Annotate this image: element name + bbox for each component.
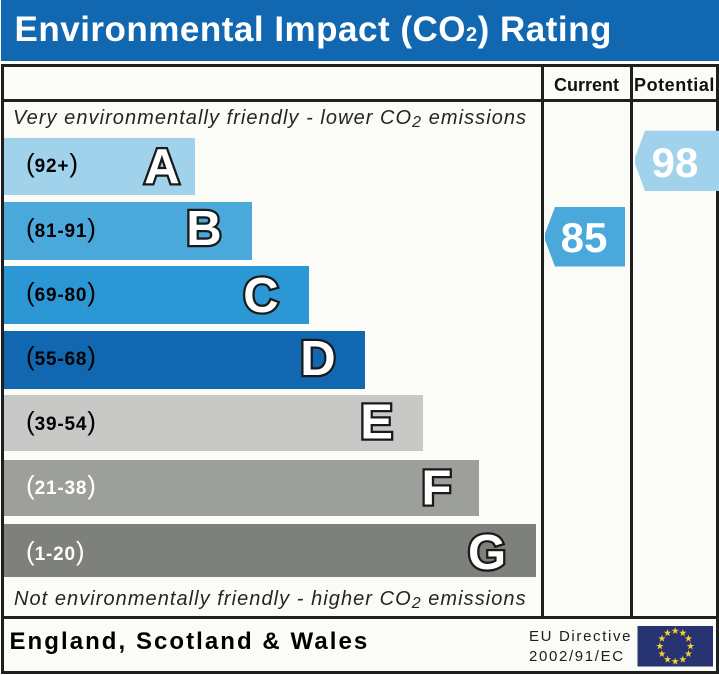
svg-text:E: E: [360, 396, 393, 450]
svg-text:D: D: [300, 332, 335, 386]
svg-text:98: 98: [652, 139, 699, 186]
svg-text:A: A: [144, 140, 179, 194]
svg-text:F: F: [422, 462, 452, 516]
svg-text:85: 85: [561, 214, 608, 261]
svg-text:G: G: [468, 526, 506, 580]
svg-text:B: B: [186, 202, 221, 256]
svg-text:C: C: [243, 269, 278, 323]
